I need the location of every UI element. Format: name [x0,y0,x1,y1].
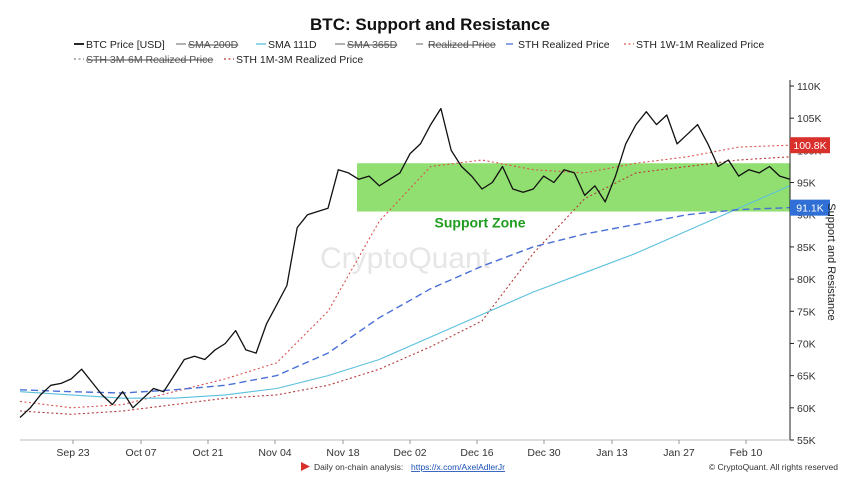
series-line-sma-111d [19,185,791,399]
watermark: CryptoQuant [320,242,491,275]
x-tick-label: Sep 23 [56,447,89,459]
chart-title: BTC: Support and Resistance [310,15,550,34]
y-tick-label: 85K [797,242,816,254]
legend-label: Realized Price [428,39,496,51]
legend-label: STH 1M-3M Realized Price [236,54,363,66]
legend-label: SMA 200D [188,39,239,51]
x-tick-label: Nov 04 [258,447,291,459]
x-tick-label: Dec 02 [393,447,426,459]
x-tick-label: Nov 18 [326,447,359,459]
x-tick-label: Jan 13 [596,447,628,459]
x-axis: Sep 23 Oct 07 Oct 21 Nov 04 Nov 18 Dec 02 Dec … [20,439,790,459]
y-tick-label: 55K [797,435,816,447]
legend-label: SMA 365D [347,39,398,51]
y-tick-label: 75K [797,306,816,318]
footer-copyright: © CryptoQuant. All rights reserved [709,462,838,472]
legend-label: BTC Price [USD] [86,39,165,51]
legend-item-sth-1w-1m-realized-price[interactable]: STH 1W-1M Realized Price [624,39,764,51]
y-tick-label: 110K [797,81,821,93]
y-tick-label: 65K [797,371,816,383]
legend-item-sth-realized-price[interactable]: STH Realized Price [506,39,610,51]
series-line-sth-1w-1m-realized-price [19,144,791,409]
legend-item-sth-1m-3m-realized-price[interactable]: STH 1M-3M Realized Price [224,54,363,66]
x-tick-label: Jan 27 [663,447,695,459]
legend-item-sma-111d[interactable]: SMA 111D [256,39,317,51]
chart-legend: BTC Price [USD] SMA 200D SMA 111D SMA 365D R… [74,39,764,66]
legend-item-sma-200d[interactable]: SMA 200D [176,39,239,51]
y-tick-label: 80K [797,274,816,286]
y-tick-label: 70K [797,338,816,350]
support-zone-band [357,163,790,212]
legend-item-btc-price-usd[interactable]: BTC Price [USD] [74,39,165,51]
x-tick-label: Oct 21 [193,447,224,459]
y-tick-label: 105K [797,113,822,125]
footer: Daily on-chain analysis: https://x.com/A… [301,462,838,472]
play-icon [301,462,310,471]
y-axis: 55K60K65K70K75K80K85K90K95K100K105K110K1… [789,80,830,447]
y-axis-label: Support and Resistance [825,203,837,320]
value-badge [790,199,830,216]
series-line-sth-realized-price [19,206,791,394]
legend-label: STH 1W-1M Realized Price [636,39,764,51]
footer-analysis-label: Daily on-chain analysis: [314,462,403,472]
series-line-btc-price-usd [19,107,791,418]
legend-label: STH 3M-6M Realized Price [86,54,213,66]
x-tick-label: Oct 07 [126,447,157,459]
y-tick-label: 60K [797,403,816,415]
legend-label: SMA 111D [268,39,317,51]
value-badge [790,137,830,154]
footer-analysis-link[interactable]: https://x.com/AxelAdlerJr [411,462,505,472]
x-tick-label: Dec 16 [460,447,493,459]
x-tick-label: Dec 30 [527,447,560,459]
value-badge-label: 100.8K [793,140,826,152]
y-tick-label: 95K [797,178,816,190]
x-tick-label: Feb 10 [730,447,763,459]
legend-item-realized-price[interactable]: Realized Price [416,39,496,51]
legend-item-sth-3m-6m-realized-price[interactable]: STH 3M-6M Realized Price [74,54,213,66]
support-zone-label: Support Zone [435,215,526,231]
legend-item-sma-365d[interactable]: SMA 365D [335,39,398,51]
series-line-sth-1m-3m-realized-price [19,156,791,415]
plot-area: Support Zone [19,107,791,418]
legend-label: STH Realized Price [518,39,610,51]
value-badge-label: 91.1K [796,203,823,215]
